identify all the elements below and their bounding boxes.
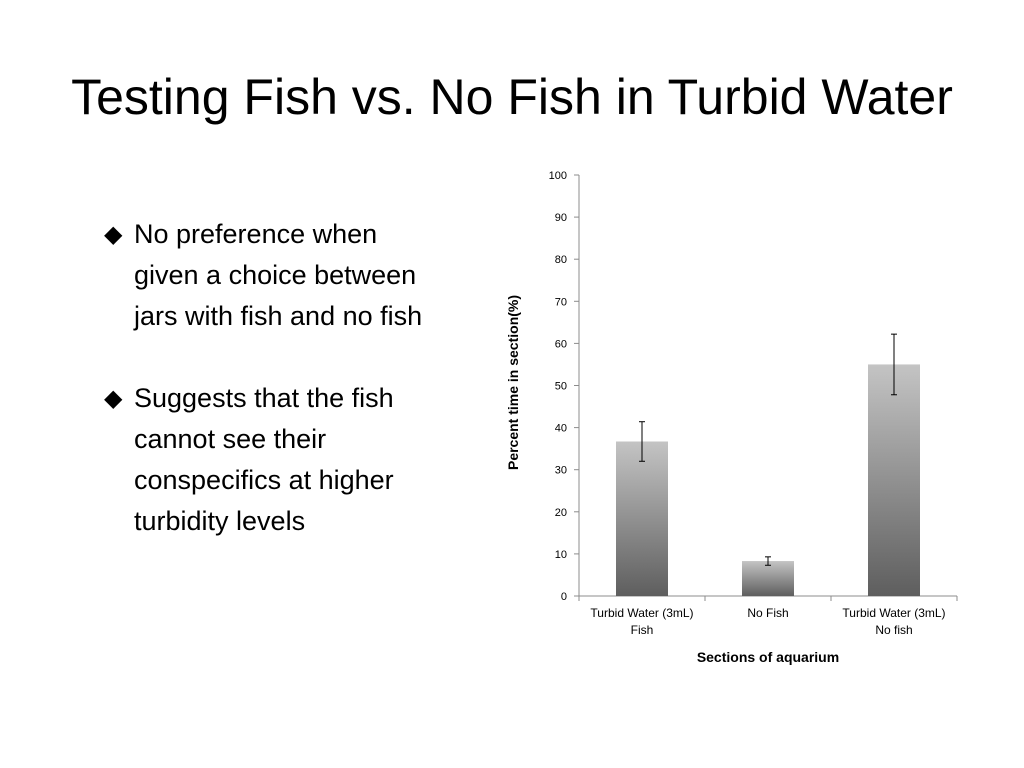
y-tick-label: 10: [555, 549, 567, 561]
bullet-text: No preference when given a choice betwee…: [134, 219, 423, 331]
y-tick-label: 30: [555, 465, 567, 477]
y-tick-label: 20: [555, 507, 567, 519]
x-tick-label: No fish: [875, 623, 912, 637]
x-tick-label: No Fish: [747, 606, 788, 620]
x-tick-label: Turbid Water (3mL): [842, 606, 945, 620]
bar: [742, 561, 794, 596]
y-tick-label: 60: [555, 338, 567, 350]
y-tick-label: 70: [555, 296, 567, 308]
x-tick-label: Turbid Water (3mL): [590, 606, 693, 620]
y-axis-title: Percent time in section(%): [505, 295, 521, 470]
y-tick-label: 100: [549, 170, 567, 182]
y-tick-label: 0: [561, 591, 567, 603]
bar: [868, 364, 920, 596]
bullet-item: ◆ Suggests that the fish cannot see thei…: [104, 378, 444, 542]
y-tick-label: 80: [555, 254, 567, 266]
diamond-bullet-icon: ◆: [104, 220, 123, 248]
bullet-list: ◆ No preference when given a choice betw…: [104, 214, 444, 583]
x-axis-title: Sections of aquarium: [697, 649, 839, 665]
diamond-bullet-icon: ◆: [104, 384, 123, 412]
bullet-item: ◆ No preference when given a choice betw…: [104, 214, 444, 337]
x-tick-label: Fish: [631, 623, 654, 637]
bar: [616, 441, 668, 596]
y-tick-label: 40: [555, 423, 567, 435]
y-tick-label: 50: [555, 381, 567, 393]
bullet-text: Suggests that the fish cannot see their …: [134, 383, 394, 536]
y-tick-label: 90: [555, 212, 567, 224]
slide-title: Testing Fish vs. No Fish in Turbid Water: [71, 69, 953, 125]
